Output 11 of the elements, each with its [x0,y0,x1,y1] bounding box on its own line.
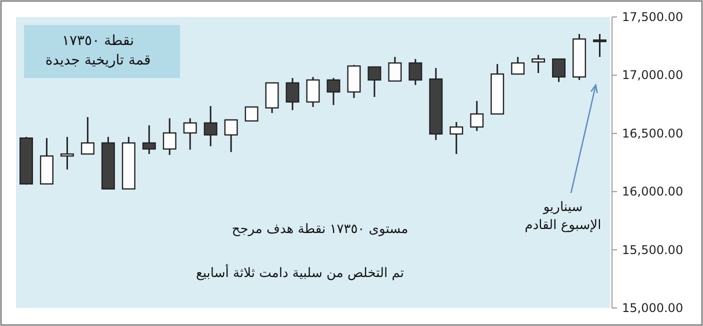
y-tick-label: 17,000.00 [622,68,684,82]
y-tick-label: 16,000.00 [622,184,684,199]
y-tick-label: 16,500.00 [622,126,684,140]
annotation: سيناريو الإسبوع القادم [524,200,602,234]
annotation: تم التخلص من سلبية دامت ثلاثة أسابيع [196,266,404,281]
annotation: نقطة ١٧٣٥٠ قمة تاريخية جديدة [45,33,151,69]
y-tick-label: 15,000.00 [622,301,684,315]
y-tick-label: 17,500.00 [622,10,684,24]
y-tick-label: 15,500.00 [622,242,684,257]
annotation: مستوى ١٧٣٥٠ نقطة هدف مرجح [232,222,408,237]
annotation: نقطة ١٧٣٥٠ قمة تاريخية جديدة [24,25,180,78]
